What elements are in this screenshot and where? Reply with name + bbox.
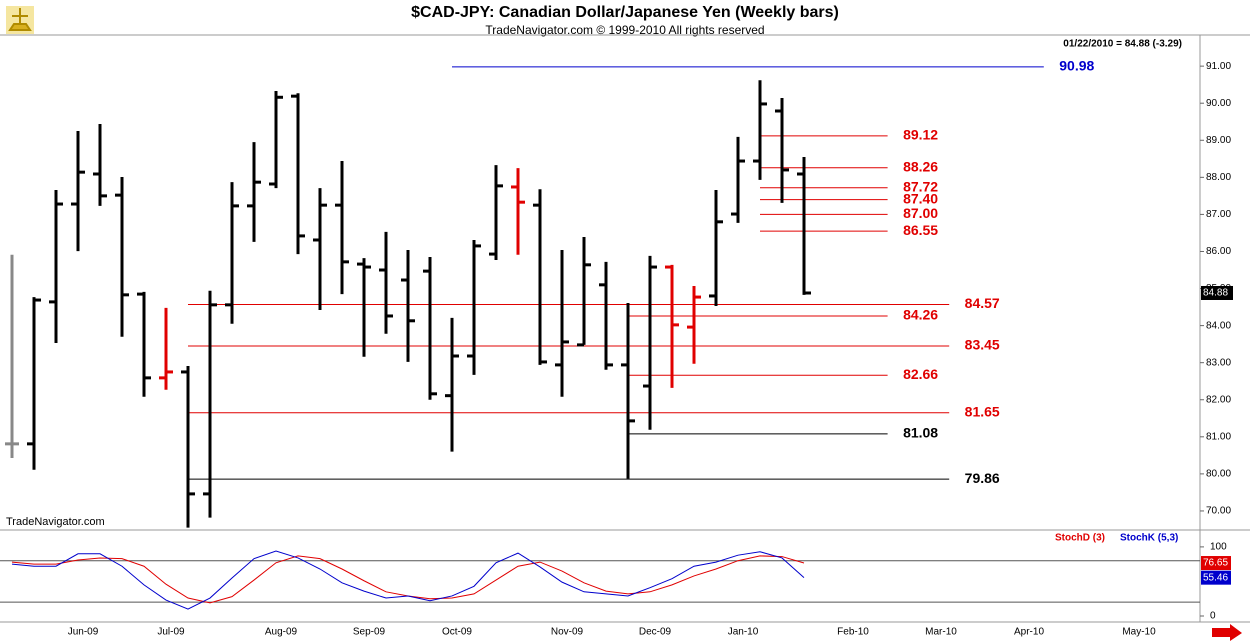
y-tick-label: 89.00 (1206, 135, 1231, 146)
x-tick-label: Jul-09 (157, 627, 185, 638)
value-box-label: 55.46 (1203, 572, 1228, 583)
level-label: 86.55 (903, 222, 938, 238)
x-tick-label: Mar-10 (925, 627, 957, 638)
x-tick-label: Oct-09 (442, 627, 472, 638)
x-tick-label: Jan-10 (728, 627, 759, 638)
level-label: 88.26 (903, 158, 938, 174)
value-box-label: 76.65 (1203, 558, 1228, 569)
level-label: 87.72 (903, 178, 938, 194)
watermark: TradeNavigator.com (6, 516, 105, 528)
level-label: 81.08 (903, 425, 938, 441)
level-label: 87.40 (903, 190, 938, 206)
value-box (1201, 570, 1231, 585)
scroll-arrow[interactable] (1212, 624, 1242, 641)
price-box (1201, 285, 1233, 300)
y-tick-label: 86.00 (1206, 246, 1231, 257)
level-label: 84.26 (903, 307, 938, 323)
level-label: 87.00 (903, 205, 938, 221)
y-tick-label: 90.00 (1206, 98, 1231, 109)
x-tick-label: May-10 (1122, 627, 1156, 638)
y-tick-label: 0 (1210, 611, 1216, 622)
legend-label: StochK (5,3) (1120, 533, 1178, 544)
legend-label: StochD (3) (1055, 533, 1105, 544)
price-box-label: 84.88 (1203, 288, 1228, 299)
y-tick-label: 81.00 (1206, 431, 1231, 442)
y-tick-label: 82.00 (1206, 394, 1231, 405)
level-label: 84.57 (965, 295, 1000, 311)
level-label: 83.45 (965, 337, 1000, 353)
header-readout: 01/22/2010 = 84.88 (-3.29) (1063, 39, 1182, 50)
chart-subtitle: TradeNavigator.com © 1999-2010 All right… (485, 23, 764, 37)
y-tick-label: 80.00 (1206, 469, 1231, 480)
x-tick-label: Apr-10 (1014, 627, 1044, 638)
chart-title: $CAD-JPY: Canadian Dollar/Japanese Yen (… (411, 4, 839, 21)
y-tick-label: 70.00 (1206, 506, 1231, 517)
x-tick-label: Sep-09 (353, 627, 386, 638)
y-tick-label: 91.00 (1206, 61, 1231, 72)
y-tick-label: 88.00 (1206, 172, 1231, 183)
y-tick-label: 84.00 (1206, 320, 1231, 331)
x-tick-label: Feb-10 (837, 627, 869, 638)
x-tick-label: Jun-09 (68, 627, 99, 638)
x-tick-label: Nov-09 (551, 627, 584, 638)
y-tick-label: 100 (1210, 542, 1227, 553)
level-label: 81.65 (965, 403, 1000, 419)
y-tick-label: 83.00 (1206, 357, 1231, 368)
level-label: 82.66 (903, 366, 938, 382)
logo (6, 6, 34, 34)
x-tick-label: Aug-09 (265, 627, 298, 638)
y-tick-label: 87.00 (1206, 209, 1231, 220)
level-label: 89.12 (903, 127, 938, 143)
stoch-line (11, 550, 805, 610)
x-tick-label: Dec-09 (639, 627, 672, 638)
level-label: 79.86 (965, 470, 1000, 486)
level-label: 90.98 (1059, 58, 1094, 74)
value-box (1201, 556, 1231, 571)
